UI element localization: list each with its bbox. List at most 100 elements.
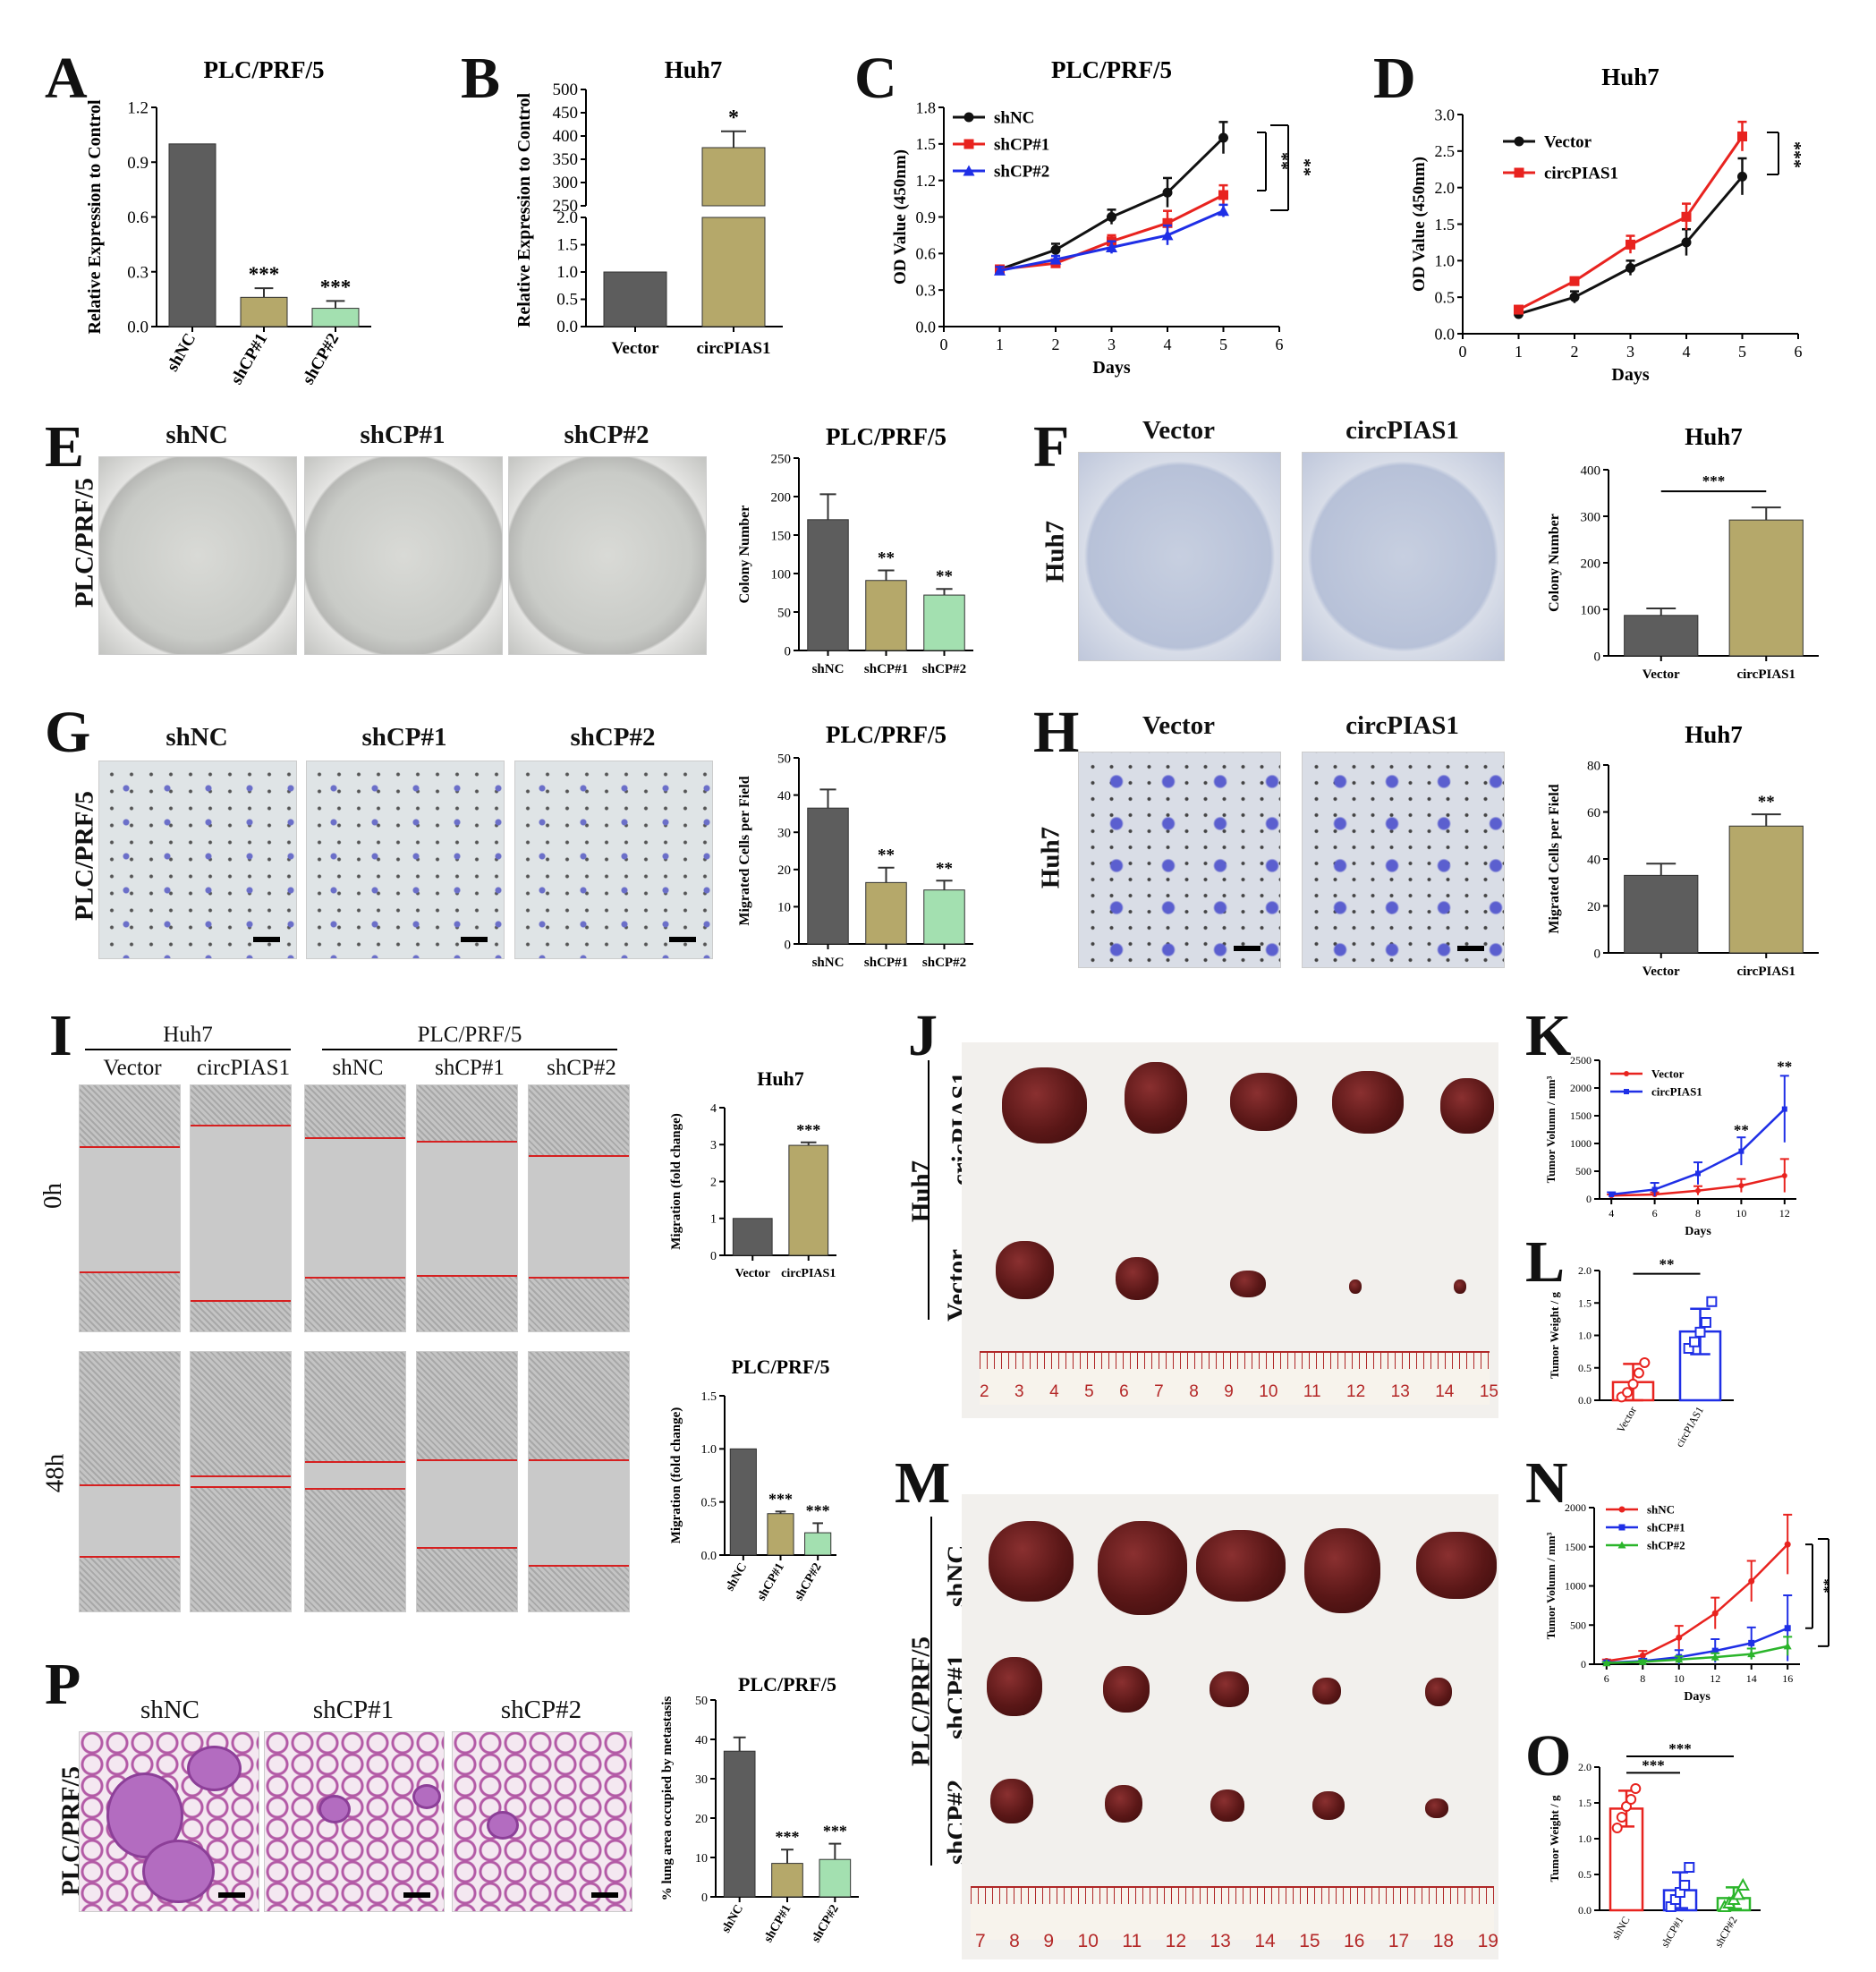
chart-n: 0 500 1000 1500 2000 Tumor Volumn / mm³ 6 8 10 12…	[1544, 1501, 1834, 1704]
data-point	[1626, 263, 1635, 273]
x-tick-label: 0	[940, 336, 948, 353]
y-tick-label: 3	[710, 1139, 717, 1152]
panel-label-g: G	[45, 700, 91, 765]
significance-label: ***	[1702, 472, 1726, 489]
y-tick-label: 2.5	[1435, 142, 1456, 160]
y-tick-label: 1.8	[916, 98, 937, 116]
panel-label-d: D	[1373, 46, 1416, 111]
y-tick-label: 0.3	[127, 263, 149, 282]
scratch-shnc-48h	[304, 1351, 406, 1612]
x-tick-label: 3	[1626, 343, 1634, 361]
bar	[701, 147, 766, 207]
chart-f: Huh7 0 100 200 300 400 Colony Number Vector circ…	[1547, 423, 1819, 682]
y-tick-label: 0.9	[916, 208, 937, 226]
i-group-huh7: Huh7	[163, 1023, 213, 1047]
bar	[865, 580, 907, 651]
scratch-circpias1-0h	[190, 1084, 292, 1332]
panel-label-j: J	[908, 1003, 938, 1068]
y-tick-label: 60	[1587, 806, 1600, 820]
y-axis-label: Colony Number	[1547, 514, 1562, 612]
y-tick-label: 40	[1587, 853, 1600, 867]
y-tick-label: 350	[553, 150, 579, 169]
y-tick-label: 4	[710, 1102, 717, 1116]
y-tick-label: 2500	[1570, 1054, 1592, 1067]
y-tick-label: 0	[1581, 1658, 1586, 1670]
panel-label-h: H	[1033, 700, 1080, 765]
data-point	[1639, 1356, 1651, 1368]
x-axis-label: Days	[1685, 1225, 1711, 1238]
y-tick-label: 1000	[1565, 1580, 1586, 1593]
data-point	[1569, 292, 1580, 302]
y-tick-label: 1.0	[701, 1443, 717, 1457]
y-tick-label: 1.5	[1435, 216, 1456, 234]
series-line	[1606, 1645, 1788, 1664]
y-tick-label: 40	[695, 1734, 708, 1747]
y-tick-label: 0.0	[916, 318, 937, 336]
i-group-line	[85, 1049, 291, 1050]
g-col-label: shCP#2	[570, 723, 656, 752]
e-col-label: shNC	[166, 421, 228, 449]
bar	[771, 1863, 803, 1898]
legend-marker	[1624, 1089, 1629, 1094]
data-point	[1695, 1187, 1701, 1194]
legend-marker	[1514, 136, 1524, 147]
chart-k: 0 500 1000 1500 2000 2500 Tumor Volumn / mm³ 4 6…	[1544, 1054, 1796, 1238]
x-tick-label: 6	[1604, 1672, 1609, 1685]
legend-label: shCP#1	[994, 136, 1049, 155]
data-point	[1639, 1652, 1646, 1659]
x-axis-label: Days	[1684, 1690, 1710, 1704]
p-col-label: shCP#1	[312, 1696, 395, 1724]
x-tick-label: circPIAS1	[1736, 667, 1795, 682]
x-tick-label: 4	[1683, 343, 1691, 361]
y-tick-label: 1.0	[1578, 1832, 1592, 1845]
x-tick-label: shCP#2	[810, 1903, 842, 1945]
legend-label: circPIAS1	[1544, 165, 1618, 183]
scratch-vector-48h	[79, 1351, 181, 1612]
data-point	[1738, 1148, 1744, 1154]
y-tick-label: 0	[785, 644, 792, 659]
panel-label-o: O	[1525, 1723, 1572, 1789]
x-tick-label: shNC	[163, 330, 199, 375]
y-tick-label: 0.5	[701, 1497, 717, 1510]
y-tick-label: 0	[785, 938, 792, 952]
scratch-shcp1-0h	[416, 1084, 518, 1332]
chart-title: PLC/PRF/5	[826, 423, 946, 450]
data-point	[1710, 1653, 1719, 1661]
legend-label: shNC	[994, 109, 1034, 128]
y-tick-label: 10	[695, 1852, 708, 1866]
y-tick-label: 1.2	[916, 172, 937, 190]
x-tick-label: 2	[1052, 336, 1060, 353]
p-col-label: shCP#2	[500, 1696, 582, 1724]
panel-label-p: P	[45, 1652, 81, 1717]
data-point	[1675, 1655, 1684, 1663]
significance-label: ***	[1642, 1756, 1665, 1773]
x-tick-label: 6	[1652, 1207, 1658, 1220]
y-tick-label: 0.5	[556, 291, 578, 310]
x-tick-label: shCP#2	[922, 662, 966, 676]
colony-dish-vector	[1078, 452, 1281, 661]
data-point	[1731, 1887, 1745, 1900]
x-tick-label: shNC	[812, 956, 845, 970]
y-tick-label: 0	[1586, 1193, 1592, 1205]
y-tick-label: 0.0	[556, 318, 578, 336]
data-point	[1609, 1192, 1615, 1198]
i-col-label: shNC	[332, 1056, 384, 1080]
bar	[923, 889, 965, 945]
y-axis-label: Colony Number	[737, 506, 752, 604]
data-point	[1748, 1577, 1755, 1585]
x-tick-label: 6	[1795, 343, 1803, 361]
y-axis-label: Tumor Volumn / mm³	[1544, 1532, 1558, 1639]
data-point	[1106, 242, 1117, 253]
y-tick-label: 1	[710, 1213, 717, 1227]
x-tick-label: 1	[1515, 343, 1523, 361]
chart-p: PLC/PRF/5 0 10 20 30 40 50 % lung area occupied…	[660, 1673, 859, 1945]
data-point	[1738, 1183, 1744, 1189]
data-point	[1711, 1610, 1719, 1617]
y-axis-label: Migration (fold change)	[669, 1113, 683, 1249]
y-tick-label: 0	[701, 1891, 708, 1905]
panel-label-k: K	[1525, 1003, 1572, 1068]
legend-marker	[963, 112, 974, 123]
x-tick-label: Vector	[1643, 965, 1680, 979]
x-tick-label: Vector	[1643, 667, 1680, 682]
chart-a: PLC/PRF/5 0.0 0.3 0.6 0.9 1.2 Relative Express…	[85, 56, 371, 385]
